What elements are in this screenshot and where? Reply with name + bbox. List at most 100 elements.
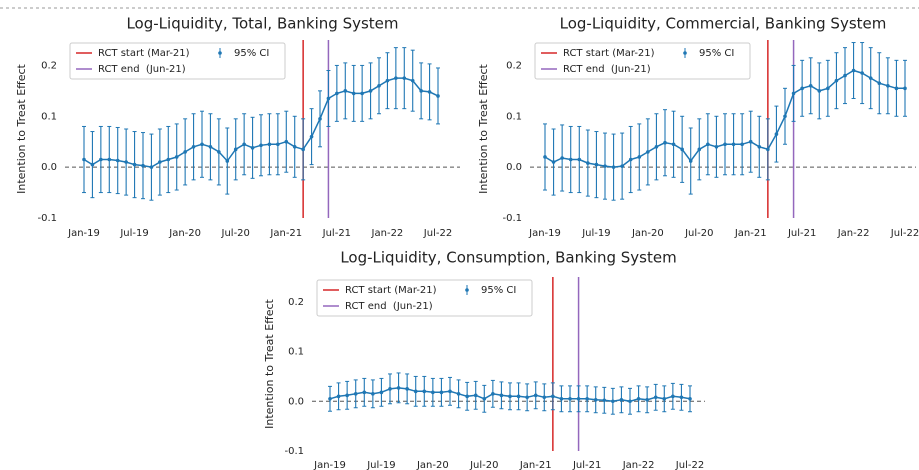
point <box>318 117 322 121</box>
point <box>422 389 427 394</box>
point <box>276 142 280 147</box>
point <box>560 156 564 160</box>
x-tick-label: Jan-19 <box>67 228 100 239</box>
x-tick-label: Jul-22 <box>423 228 452 239</box>
point <box>576 397 581 401</box>
legend-label: 95% CI <box>234 48 269 59</box>
legend-label: RCT start (Mar-21) <box>345 285 437 296</box>
point <box>559 397 564 401</box>
chart-title: Log-Liquidity, Commercial, Banking Syste… <box>560 15 887 33</box>
point <box>671 394 675 399</box>
x-tick-label: Jan-20 <box>631 228 664 239</box>
legend-swatch <box>465 288 469 292</box>
x-tick-label: Jan-20 <box>168 228 201 239</box>
point <box>107 157 112 162</box>
y-axis-label: Intention to Treat Effect <box>477 63 490 193</box>
legend-label: RCT end (Jun-21) <box>563 64 651 75</box>
point <box>368 89 373 93</box>
point <box>233 147 238 152</box>
point <box>586 161 590 165</box>
point <box>301 147 305 152</box>
point <box>158 160 162 164</box>
point <box>877 81 882 86</box>
point <box>834 78 839 83</box>
point <box>731 142 736 147</box>
point <box>843 73 847 78</box>
point <box>284 139 289 144</box>
point <box>817 89 822 93</box>
legend-label: RCT start (Mar-21) <box>563 48 655 59</box>
point <box>379 390 384 395</box>
point <box>619 397 624 402</box>
point <box>328 397 332 401</box>
chart-title: Log-Liquidity, Total, Banking System <box>126 15 398 33</box>
subplot: Log-Liquidity, Consumption, Banking Syst… <box>263 249 705 470</box>
x-tick-label: Jan-19 <box>313 460 346 470</box>
point <box>766 147 770 152</box>
point <box>448 389 452 394</box>
point <box>671 142 676 147</box>
point <box>436 94 440 98</box>
point <box>826 86 830 91</box>
point <box>654 145 659 149</box>
point <box>225 159 230 163</box>
point <box>516 394 521 399</box>
point <box>903 86 907 91</box>
point <box>791 91 796 96</box>
point <box>174 155 179 159</box>
point <box>603 164 607 168</box>
point <box>336 394 341 399</box>
point <box>217 150 221 154</box>
point <box>653 395 658 400</box>
point <box>431 390 435 395</box>
point <box>242 142 246 147</box>
x-tick-label: Jul-21 <box>322 228 351 239</box>
point <box>688 159 693 163</box>
point <box>405 387 409 391</box>
point <box>886 83 890 88</box>
point <box>636 397 641 401</box>
point <box>688 397 692 401</box>
point <box>594 162 599 167</box>
x-tick-label: Jul-20 <box>221 228 250 239</box>
point <box>551 394 555 399</box>
point <box>345 393 349 398</box>
point <box>309 134 314 139</box>
point <box>491 392 495 396</box>
y-axis-label: Intention to Treat Effect <box>15 63 28 193</box>
point <box>141 163 145 168</box>
point <box>362 390 367 395</box>
point <box>723 142 727 147</box>
point <box>413 389 418 394</box>
point <box>419 89 423 93</box>
point <box>740 142 744 147</box>
point <box>757 145 762 149</box>
x-tick-label: Jan-22 <box>837 228 870 239</box>
point <box>351 91 356 96</box>
x-tick-label: Jul-20 <box>469 460 498 470</box>
x-tick-label: Jan-19 <box>528 228 561 239</box>
point <box>860 71 864 75</box>
x-tick-label: Jul-21 <box>787 228 816 239</box>
legend-swatch <box>683 51 687 55</box>
point <box>124 160 128 164</box>
y-tick-label: 0.2 <box>506 60 522 71</box>
point <box>628 399 632 404</box>
y-tick-label: 0.0 <box>506 162 522 173</box>
legend-label: RCT end (Jun-21) <box>98 64 186 75</box>
point <box>439 390 444 395</box>
chart-title: Log-Liquidity, Consumption, Banking Syst… <box>340 249 676 267</box>
legend-label: 95% CI <box>481 285 516 296</box>
x-tick-label: Jul-22 <box>675 460 704 470</box>
y-tick-label: 0.2 <box>41 60 57 71</box>
legend-label: 95% CI <box>699 48 734 59</box>
point <box>377 83 381 88</box>
x-tick-label: Jan-21 <box>269 228 302 239</box>
point <box>343 89 348 93</box>
point <box>774 132 779 136</box>
point <box>259 143 263 148</box>
point <box>388 387 392 391</box>
point <box>620 164 624 168</box>
point <box>662 397 667 401</box>
